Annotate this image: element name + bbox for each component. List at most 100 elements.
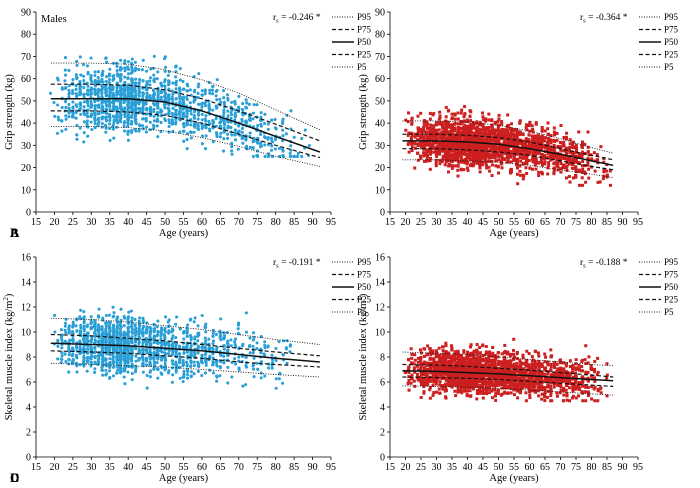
data-point: [596, 158, 600, 162]
data-point: [497, 135, 501, 139]
data-point: [552, 126, 556, 130]
data-point: [82, 358, 86, 362]
data-point: [192, 114, 196, 118]
data-point: [252, 136, 256, 140]
data-point: [438, 147, 442, 151]
data-point: [255, 153, 259, 158]
data-point: [465, 152, 469, 156]
data-point: [555, 131, 559, 135]
data-point: [215, 104, 219, 109]
data-point: [241, 384, 245, 388]
data-point: [82, 63, 86, 67]
data-point: [188, 88, 192, 92]
data-point: [434, 164, 438, 168]
data-point: [506, 123, 510, 127]
data-point: [444, 121, 448, 125]
data-point: [497, 130, 501, 134]
data-point: [74, 103, 78, 107]
data-point: [266, 122, 270, 126]
data-point: [174, 65, 178, 69]
data-point: [225, 93, 229, 97]
data-point: [524, 156, 528, 160]
data-point: [204, 330, 208, 334]
data-point: [196, 369, 200, 373]
data-point: [481, 126, 485, 130]
data-point: [174, 70, 178, 74]
data-point: [441, 142, 445, 146]
data-point: [248, 336, 252, 340]
data-point: [233, 108, 238, 112]
data-point: [512, 132, 516, 136]
data-point: [93, 324, 97, 328]
data-point: [126, 60, 130, 64]
data-point: [241, 141, 245, 145]
data-point: [104, 324, 108, 328]
y-tick-label: 60: [21, 74, 31, 85]
data-point: [438, 110, 442, 114]
data-point: [211, 119, 215, 123]
data-point: [409, 138, 413, 142]
data-point: [111, 315, 115, 319]
data-point: [96, 70, 100, 74]
data-point: [75, 364, 79, 368]
data-point: [281, 120, 285, 124]
data-point: [82, 86, 86, 90]
data-point: [497, 117, 501, 121]
data-point: [148, 83, 152, 87]
data-point: [185, 326, 189, 330]
data-point: [115, 61, 119, 65]
data-point: [222, 119, 226, 123]
data-point: [506, 154, 510, 158]
data-point: [422, 135, 426, 139]
data-point: [86, 89, 90, 93]
data-point: [96, 80, 100, 84]
data-point: [133, 81, 138, 85]
data-point: [152, 107, 156, 111]
data-point: [219, 131, 223, 135]
data-point: [82, 92, 86, 96]
data-point: [171, 81, 175, 85]
data-point: [177, 92, 181, 96]
data-point: [478, 148, 482, 152]
data-point: [457, 132, 461, 136]
data-point: [469, 119, 473, 123]
data-point: [126, 85, 130, 90]
x-tick-label: 75: [571, 217, 581, 228]
data-point: [570, 143, 574, 147]
data-point: [233, 337, 238, 341]
data-point: [537, 151, 541, 155]
data-point: [59, 119, 63, 123]
data-point: [447, 164, 451, 168]
data-point: [500, 157, 504, 161]
data-point: [457, 145, 461, 149]
data-point: [138, 90, 142, 94]
data-point: [156, 96, 160, 100]
data-point: [496, 171, 500, 175]
data-point: [240, 107, 244, 112]
data-point: [468, 155, 472, 159]
data-point: [552, 168, 556, 172]
data-point: [546, 155, 550, 159]
data-point: [453, 117, 457, 121]
data-point: [85, 356, 89, 360]
data-point: [416, 133, 420, 137]
data-point: [192, 360, 196, 364]
data-point: [67, 84, 71, 88]
data-point: [111, 326, 116, 330]
data-point: [490, 129, 494, 133]
data-point: [123, 59, 127, 63]
data-point: [296, 151, 300, 155]
data-point: [565, 131, 569, 135]
x-tick-label: 85: [289, 462, 299, 473]
data-point: [148, 79, 152, 83]
data-point: [104, 368, 108, 372]
data-point: [509, 153, 513, 157]
data-point: [108, 105, 112, 109]
data-point: [422, 141, 426, 145]
data-point: [404, 128, 408, 132]
data-point: [562, 154, 566, 158]
data-point: [277, 377, 281, 381]
data-point: [229, 344, 233, 348]
data-point: [67, 108, 71, 112]
data-point: [536, 133, 540, 137]
